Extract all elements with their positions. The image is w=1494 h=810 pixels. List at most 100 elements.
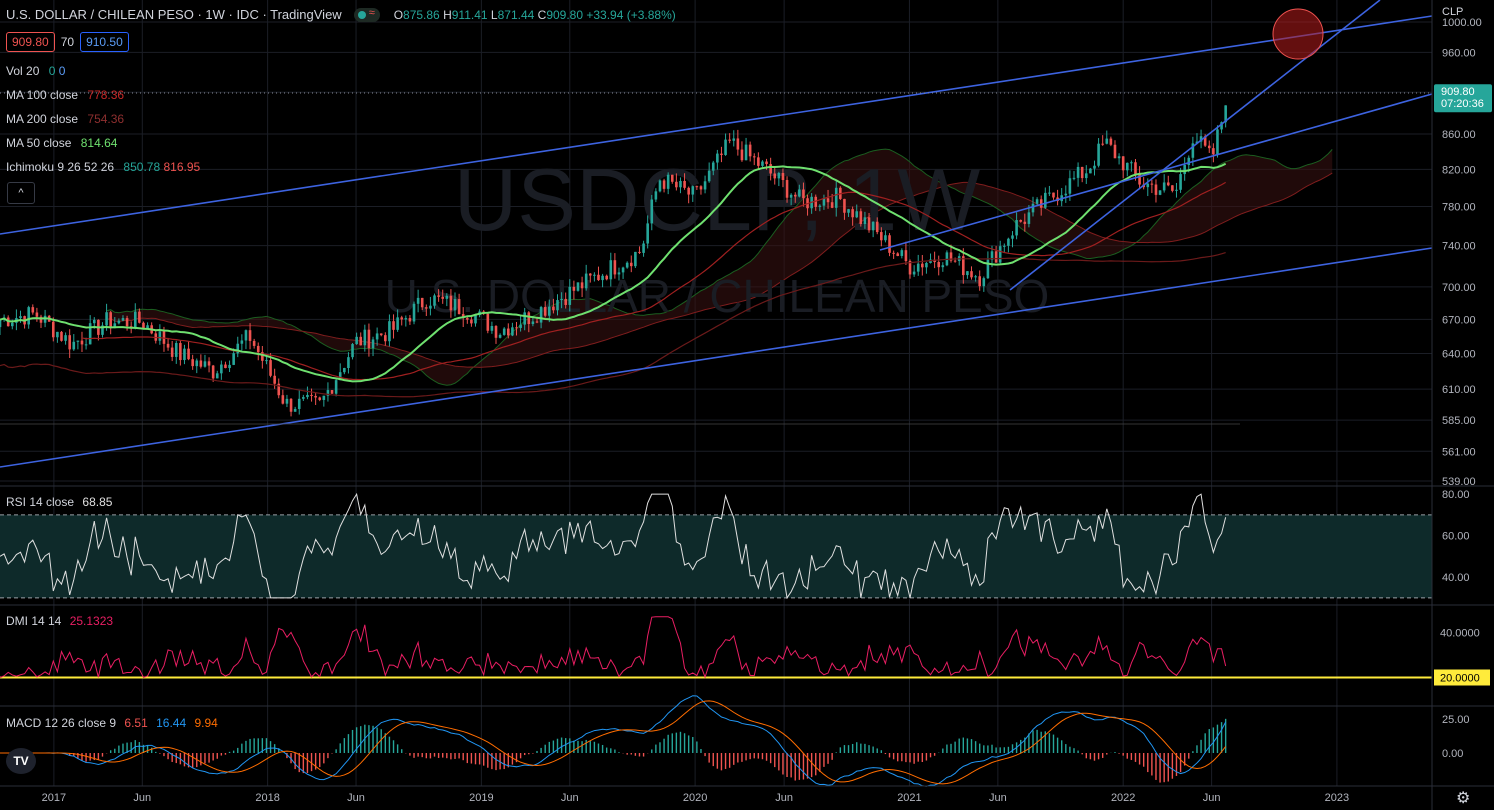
candlestick-series — [0, 105, 1227, 417]
candle-body — [638, 251, 641, 253]
target-circle-marker[interactable] — [1272, 8, 1324, 60]
candle-body — [1187, 157, 1191, 166]
candle-body — [174, 343, 178, 357]
collapse-legend-button[interactable]: ^ — [7, 182, 35, 204]
candle-body — [867, 217, 871, 231]
candle-body — [699, 186, 703, 190]
candle-body — [64, 335, 67, 341]
rsi-legend[interactable]: RSI 14 close 68.85 — [6, 495, 112, 509]
macd-legend[interactable]: MACD 12 26 close 9 6.51 16.44 9.94 — [6, 716, 218, 730]
trend-line — [879, 93, 1433, 251]
candle-body — [728, 139, 731, 141]
candle-body — [84, 344, 88, 346]
price-tick-label: 561.00 — [1442, 446, 1476, 458]
candle-body — [457, 299, 461, 315]
candle-body — [347, 357, 350, 369]
low-label: L — [490, 7, 498, 22]
candle-body — [1175, 189, 1178, 191]
sell-price-button[interactable]: 909.80 — [6, 32, 55, 52]
rsi-tick-label: 60.00 — [1442, 531, 1470, 543]
candle-body — [425, 307, 428, 309]
candle-body — [683, 180, 686, 188]
close-label: C — [537, 7, 547, 22]
candle-body — [1138, 174, 1141, 185]
candle-body — [437, 295, 440, 297]
price-tick-label: 820.00 — [1442, 164, 1476, 176]
price-tick-label: 670.00 — [1442, 314, 1476, 326]
candle-body — [142, 322, 145, 329]
candle-body — [949, 252, 953, 261]
candle-body — [433, 295, 436, 306]
currency-label: CLP — [1442, 6, 1463, 18]
candle-body — [215, 373, 219, 379]
candle-body — [80, 340, 84, 345]
candle-body — [35, 312, 39, 317]
candle-body — [970, 271, 973, 278]
ohlc-readout: O875.86 H911.41 L871.44 C909.80 +33.94 (… — [394, 8, 676, 22]
candle-body — [1203, 136, 1207, 146]
candle-body — [1183, 165, 1186, 175]
candle-body — [1043, 192, 1047, 208]
candle-body — [880, 232, 883, 241]
candle-body — [675, 181, 678, 188]
candle-body — [1121, 156, 1125, 171]
candle-body — [76, 340, 80, 342]
ma200-label: MA 200 close — [6, 112, 79, 126]
time-axis[interactable]: 2017 Jun 2018 Jun 2019 Jun 2020 Jun 2021 Jun 2022 J… — [0, 785, 1494, 804]
candle-body — [31, 307, 35, 313]
chart-header: U.S. DOLLAR / CHILEAN PESO · 1W · IDC · … — [6, 7, 676, 23]
time-tick-label: 2019 — [469, 792, 493, 804]
candle-body — [199, 360, 203, 367]
candle-body — [1146, 183, 1150, 188]
candle-body — [830, 202, 834, 208]
market-status-badge[interactable]: ≈ — [353, 7, 380, 22]
price-tick-label: 700.00 — [1442, 282, 1476, 294]
candle-body — [605, 275, 608, 280]
candle-body — [261, 352, 264, 361]
buy-price-button[interactable]: 910.50 — [80, 32, 129, 52]
candle-body — [724, 139, 727, 155]
candle-body — [1134, 162, 1137, 175]
gear-icon[interactable]: ⚙ — [1456, 790, 1471, 807]
dmi-legend[interactable]: DMI 14 14 25.1323 — [6, 614, 113, 628]
candle-body — [826, 198, 830, 203]
legend-vol[interactable]: Vol 20 0 0 — [6, 64, 65, 78]
candle-body — [384, 335, 387, 342]
candle-body — [1080, 166, 1084, 179]
legend-ma50[interactable]: MA 50 close 814.64 — [6, 136, 117, 150]
candle-body — [367, 329, 371, 349]
candle-body — [962, 256, 965, 276]
candle-body — [937, 262, 941, 268]
candle-body — [732, 138, 736, 141]
candle-body — [781, 172, 785, 181]
candle-body — [523, 312, 526, 325]
trend-lines[interactable] — [0, 0, 1433, 468]
ichimoku-value-2: 816.95 — [163, 160, 201, 174]
legend-ma100[interactable]: MA 100 close 778.36 — [6, 88, 124, 102]
candle-body — [908, 261, 912, 275]
candle-body — [498, 334, 502, 338]
candle-body — [1048, 192, 1051, 194]
candle-body — [60, 331, 63, 341]
high-label: H — [443, 7, 452, 22]
candle-body — [707, 170, 711, 182]
time-tick-label: Jun — [133, 792, 151, 804]
candle-body — [904, 250, 908, 262]
symbol-title[interactable]: U.S. DOLLAR / CHILEAN PESO · 1W · IDC · … — [6, 7, 342, 22]
candle-body — [1166, 182, 1170, 186]
dmi-tick-label: 40.0000 — [1440, 628, 1480, 640]
candle-body — [765, 161, 768, 165]
legend-ichimoku[interactable]: Ichimoku 9 26 52 26 850.78 816.95 — [6, 160, 200, 174]
candle-body — [568, 286, 572, 305]
candle-body — [1171, 185, 1174, 191]
candle-body — [986, 259, 990, 279]
candle-body — [892, 252, 895, 254]
legend-ma200[interactable]: MA 200 close 754.36 — [6, 112, 124, 126]
macd-tick-label: 25.00 — [1442, 714, 1470, 726]
dmi-label: DMI 14 14 — [6, 614, 62, 628]
candle-body — [138, 311, 141, 323]
tradingview-logo[interactable]: TV — [6, 748, 36, 774]
